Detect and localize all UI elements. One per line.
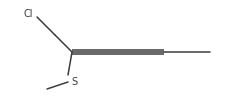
Text: S: S	[71, 77, 77, 87]
Text: Cl: Cl	[23, 9, 33, 19]
